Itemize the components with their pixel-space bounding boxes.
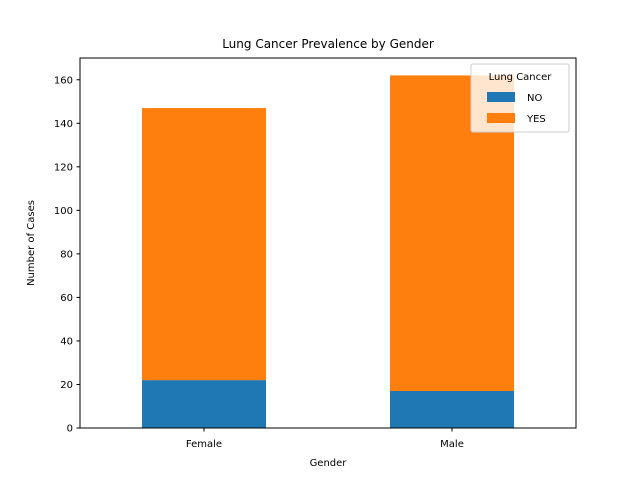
y-tick-label: 100 xyxy=(54,206,73,217)
y-tick-label: 160 xyxy=(54,75,73,86)
bar-male-no xyxy=(390,391,514,428)
y-axis-label: Number of Cases xyxy=(26,200,37,286)
y-tick-label: 40 xyxy=(60,336,73,347)
x-tick-label-female: Female xyxy=(186,439,222,450)
y-tick-label: 0 xyxy=(67,424,73,435)
legend-swatch-no xyxy=(487,92,515,102)
plot-frame xyxy=(79,57,577,429)
bars-layer xyxy=(142,75,514,428)
bar-female-yes xyxy=(142,108,266,381)
y-tick-label: 20 xyxy=(60,380,73,391)
x-tick-label-male: Male xyxy=(440,439,464,450)
bar-female-no xyxy=(142,380,266,428)
y-tick-label: 120 xyxy=(54,162,73,173)
legend-label-no: NO xyxy=(527,93,542,104)
legend-label-yes: YES xyxy=(526,114,546,125)
x-axis-label: Gender xyxy=(310,458,348,469)
x-axis-ticks: Female Male xyxy=(186,428,464,450)
y-tick-label: 80 xyxy=(60,249,73,260)
legend-title: Lung Cancer xyxy=(489,72,553,83)
y-axis-ticks: 0 20 40 60 80 100 120 140 160 xyxy=(54,75,80,435)
chart-title: Lung Cancer Prevalence by Gender xyxy=(222,37,434,51)
legend-swatch-yes xyxy=(487,113,515,123)
y-tick-label: 60 xyxy=(60,293,73,304)
y-tick-label: 140 xyxy=(54,119,73,130)
legend: Lung Cancer NO YES xyxy=(470,63,570,133)
